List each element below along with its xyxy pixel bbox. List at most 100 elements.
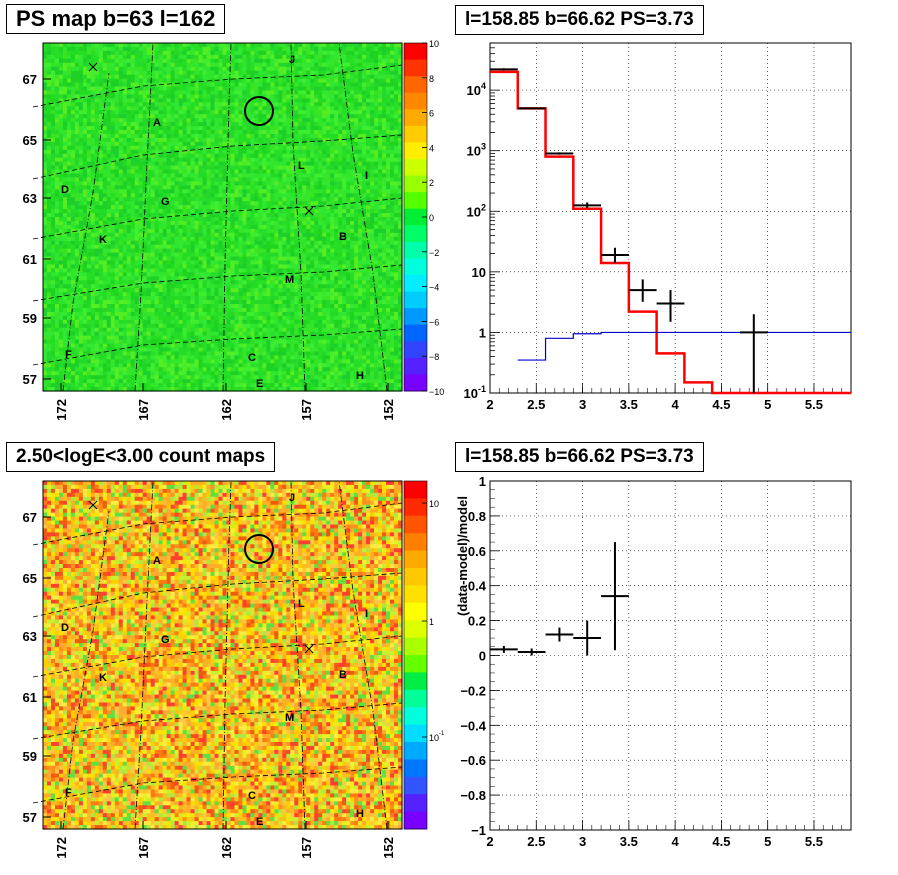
x-tick-label: 5.5 — [805, 397, 823, 412]
y-tick-label: 10 — [472, 265, 486, 280]
colorbar-cell — [404, 341, 427, 359]
x-tick-label: 4.5 — [712, 834, 730, 849]
colorbar-tick-label: 2 — [429, 178, 434, 188]
y-tick-label: −0.6 — [460, 753, 486, 768]
colorbar-cell — [404, 742, 427, 760]
x-tick-label: 3 — [579, 397, 586, 412]
colorbar-cell — [404, 585, 427, 604]
x-tick-label: 172 — [54, 399, 69, 421]
colorbar-cell — [404, 637, 427, 656]
colorbar-cell — [404, 59, 427, 77]
x-tick-label: 5 — [764, 397, 771, 412]
y-tick-label: 59 — [23, 311, 37, 326]
colorbar-cell — [404, 672, 427, 691]
colorbar-cell — [404, 241, 427, 259]
cross-marker — [304, 206, 314, 216]
ps-map-title: PS map b=63 l=162 — [6, 4, 226, 34]
region-label: K — [99, 234, 107, 246]
y-tick-label: 59 — [23, 749, 37, 764]
y-tick-label: 67 — [23, 510, 37, 525]
colorbar-cell — [404, 550, 427, 569]
y-tick-label: 67 — [23, 72, 37, 87]
model-step-line — [490, 70, 851, 395]
y-tick-label: 0 — [479, 649, 486, 664]
x-tick-label: 2.5 — [527, 397, 545, 412]
y-tick-label: −0.2 — [460, 683, 486, 698]
colorbar-cell — [404, 76, 427, 94]
colorbar-cell — [404, 175, 427, 193]
y-tick-label: 57 — [23, 372, 37, 387]
sky-map-2: J A L I D G B K M F C E H 67 65 63 61 59 57 172 167 162 157 152… — [23, 480, 445, 859]
y-tick-label: 63 — [23, 191, 37, 206]
colorbar-tick-label: 6 — [429, 109, 434, 119]
colorbar-tick-label: −2 — [429, 248, 439, 258]
colorbar-cell — [404, 324, 427, 342]
graticule-lon — [338, 480, 388, 830]
colorbar-tick-label: 4 — [429, 143, 434, 153]
colorbar-cell — [404, 689, 427, 708]
y-tick-label: −1 — [471, 823, 486, 838]
region-label: A — [153, 117, 161, 129]
sky-map-0: J A L I D G B K M F C E H 67 65 63 61 59 57 172 167 162 157 152… — [23, 39, 445, 421]
y-tick-label: 61 — [23, 690, 37, 705]
map-frame — [42, 480, 403, 830]
y-tick-label: 61 — [23, 252, 37, 267]
colorbar-cell — [404, 794, 427, 813]
colorbar-cell — [404, 275, 427, 293]
cross-marker — [304, 644, 314, 654]
y-tick-label: −0.4 — [460, 718, 486, 733]
colorbar-tick-label: 0 — [429, 213, 434, 223]
x-tick-label: 152 — [381, 837, 396, 859]
y-tick-label: 65 — [23, 133, 37, 148]
colorbar-cell — [404, 655, 427, 673]
y-tick-label: 104 — [467, 81, 486, 98]
colorbar-cell — [404, 515, 427, 534]
colorbar-cell — [404, 125, 427, 143]
colorbar-tick-label: −10 — [429, 387, 444, 397]
background-step-line — [517, 331, 851, 361]
y-tick-label: 1 — [479, 325, 486, 340]
colorbar-tick-label: 8 — [429, 74, 434, 84]
point-source-circle — [244, 96, 274, 126]
colorbar-cell — [404, 568, 427, 586]
graticule-lat — [32, 702, 403, 740]
x-tick-label: 4 — [672, 397, 680, 412]
colorbar-cell — [404, 109, 427, 127]
colorbar-cell — [404, 291, 427, 309]
x-tick-label: 2 — [486, 834, 493, 849]
graticule-lon — [338, 42, 388, 392]
colorbar-cell — [404, 498, 427, 517]
colorbar-tick-label: −4 — [429, 283, 439, 293]
cross-marker — [88, 500, 98, 510]
region-label: G — [161, 196, 170, 208]
map-frame — [42, 42, 403, 392]
region-label: C — [248, 790, 256, 802]
region-label: D — [61, 184, 69, 196]
colorbar-cell — [404, 776, 427, 795]
graticule-lat — [32, 197, 403, 240]
colorbar-tick-label: 10-1 — [429, 731, 445, 743]
region-label: J — [289, 54, 295, 66]
colorbar-cell — [404, 92, 427, 110]
y-tick-label: 1 — [479, 474, 486, 489]
y-axis-label: (data-model)/model — [455, 496, 470, 616]
graticule-lat — [32, 134, 403, 180]
colorbar-cell — [404, 43, 427, 61]
region-label: L — [298, 160, 305, 172]
colorbar-cell — [404, 159, 427, 177]
region-label: I — [365, 608, 368, 620]
graticule-lon — [290, 480, 306, 830]
region-label: D — [61, 622, 69, 634]
x-tick-label: 2 — [486, 397, 493, 412]
region-label: H — [356, 370, 364, 382]
x-tick-label: 3.5 — [620, 834, 638, 849]
colorbar-cell — [404, 602, 427, 621]
colorbar-tick-label: 1 — [429, 617, 434, 627]
graticule-lon — [62, 510, 110, 830]
colorbar-cell — [404, 481, 427, 499]
graticule-lon — [134, 480, 154, 830]
x-tick-label: 167 — [136, 399, 151, 421]
x-tick-label: 167 — [136, 837, 151, 859]
